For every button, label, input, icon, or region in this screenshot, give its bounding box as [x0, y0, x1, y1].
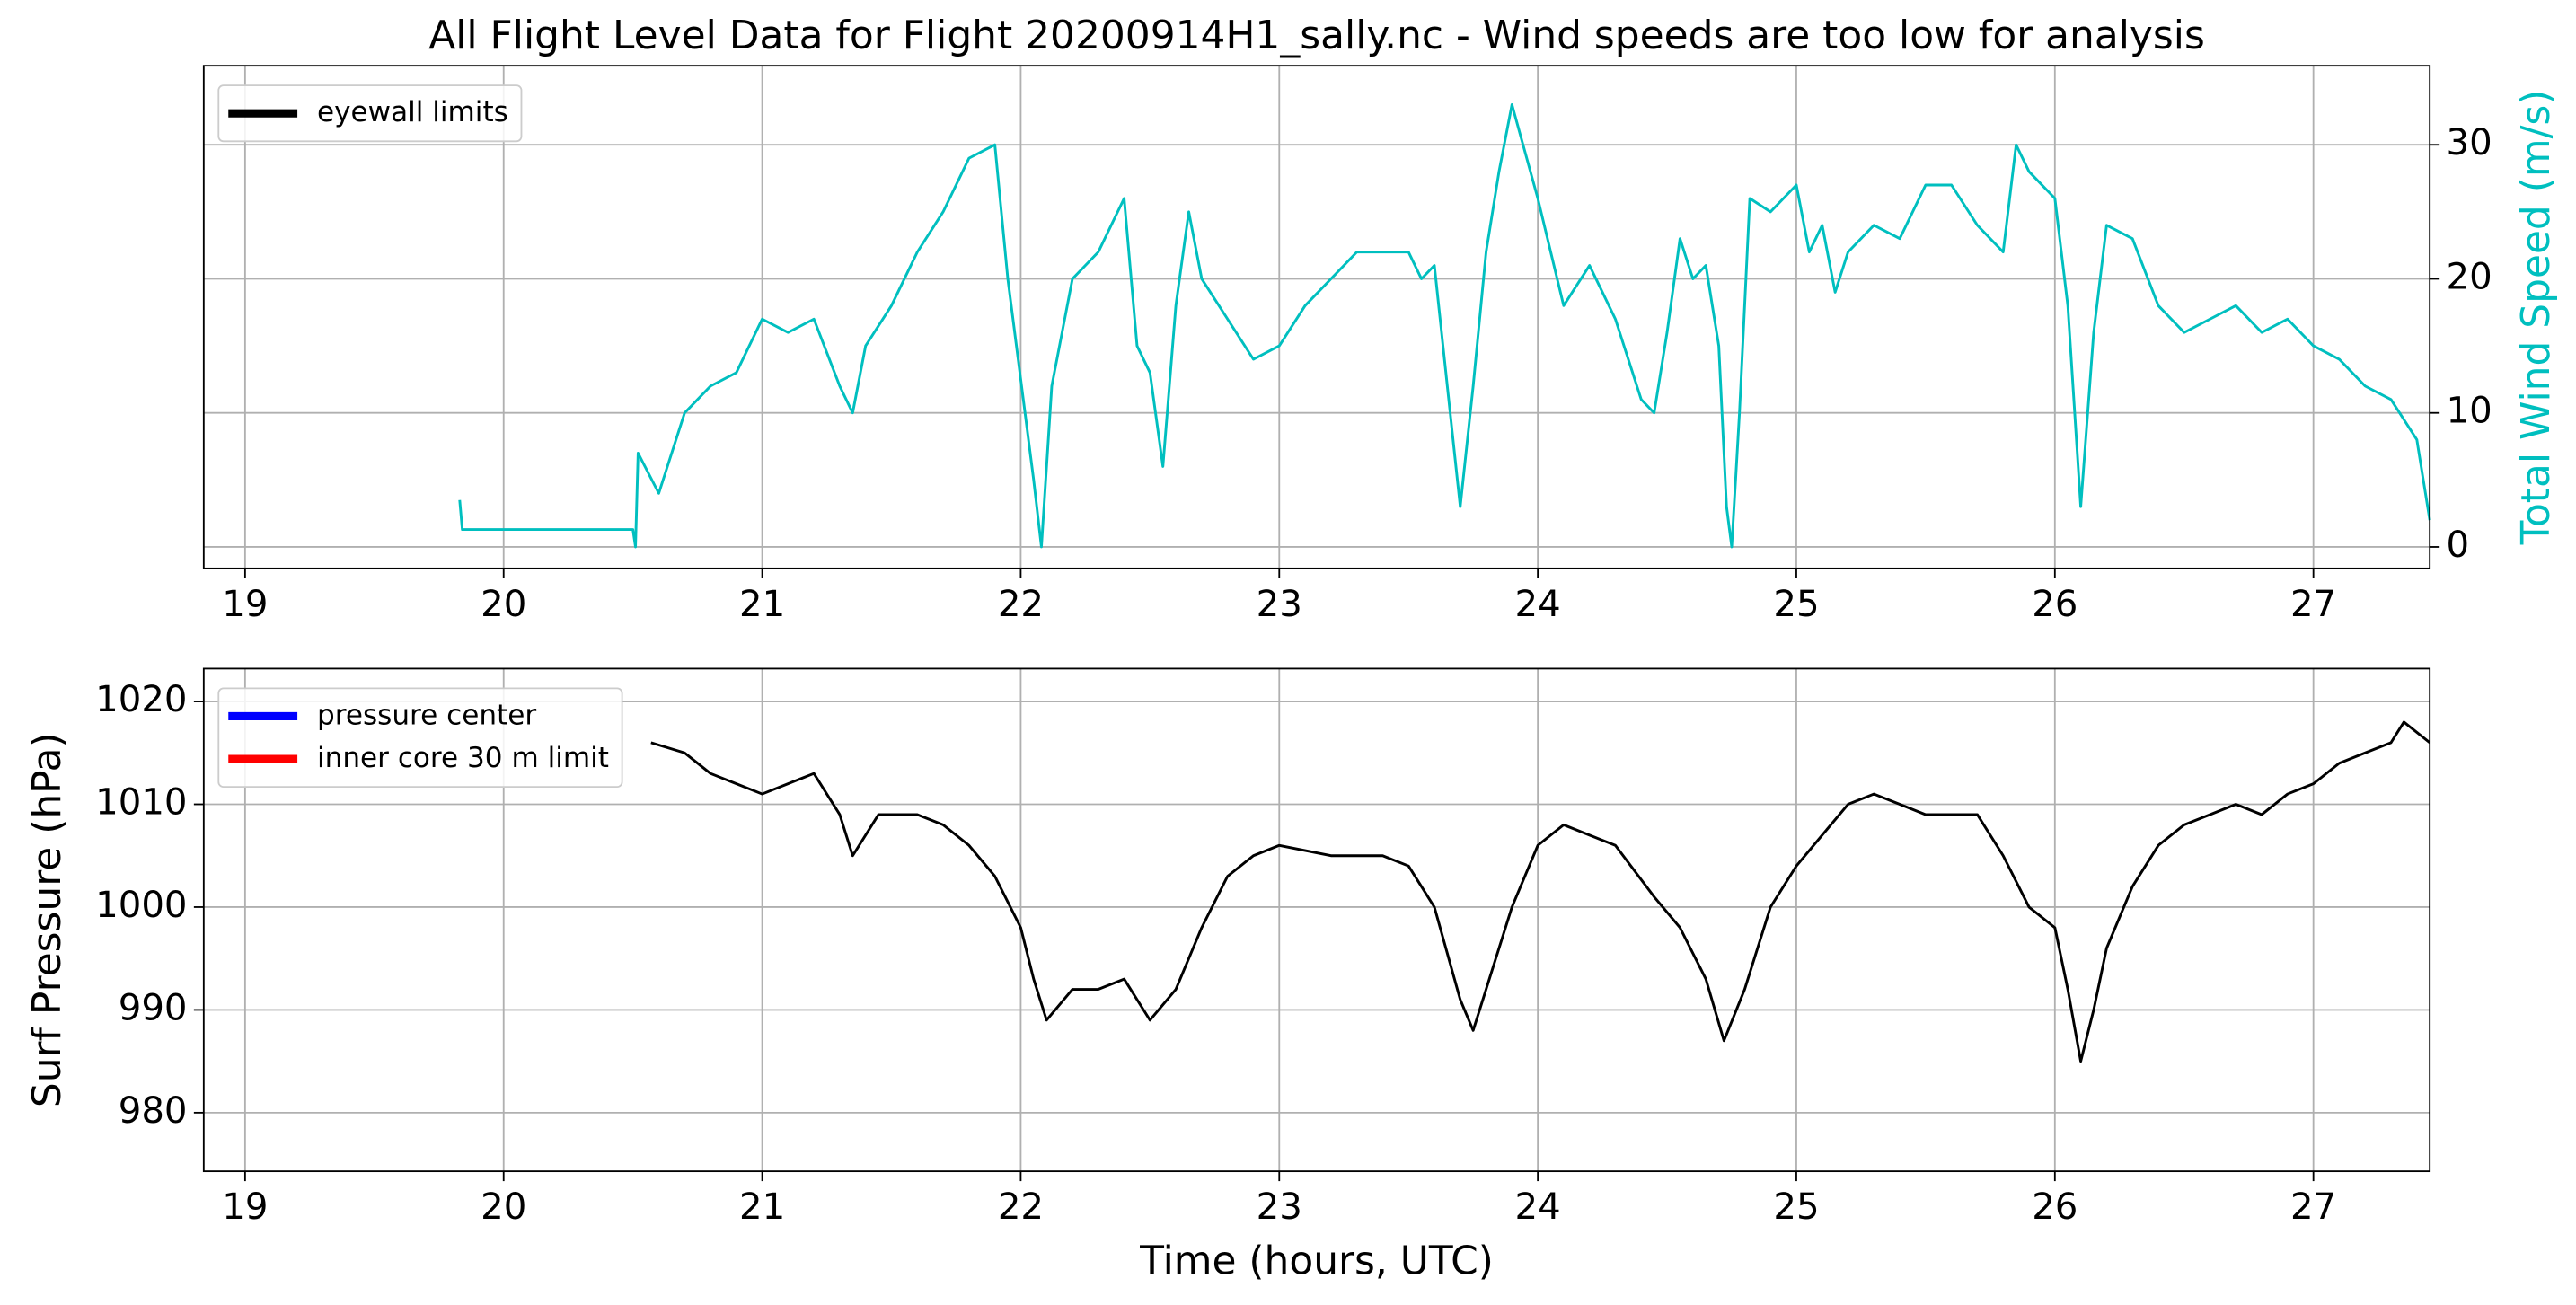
x-tick-label: 23: [1257, 584, 1302, 625]
plot-frame: [202, 65, 2431, 569]
x-axis-label: Time (hours, UTC): [1139, 1239, 1494, 1284]
legend-label: eyewall limits: [317, 96, 508, 128]
x-tick-label: 27: [2290, 1186, 2336, 1228]
y-tick-label: 980: [119, 1090, 188, 1132]
x-tick-label: 25: [1773, 584, 1819, 625]
y-axis-label: Total Wind Speed (m/s): [2513, 90, 2559, 546]
plot-frame: [202, 667, 2431, 1173]
y-tick-label: 990: [119, 987, 188, 1028]
y-tick-label: 10: [2446, 391, 2492, 432]
x-tick-label: 22: [998, 1186, 1044, 1228]
y-tick-label: 20: [2446, 256, 2492, 297]
legend: pressure center inner core 30 m limit: [217, 687, 623, 789]
y-tick-label: 0: [2446, 525, 2469, 566]
legend-label: inner core 30 m limit: [317, 742, 609, 774]
legend-box: [217, 687, 623, 789]
data-line: [650, 720, 2431, 1063]
x-tick-label: 20: [481, 584, 526, 625]
chart-title: All Flight Level Data for Flight 2020091…: [428, 13, 2205, 58]
y-tick-label: 1020: [95, 679, 187, 720]
x-tick-label: 26: [2032, 584, 2078, 625]
x-tick-label: 21: [739, 1186, 785, 1228]
data-line: [458, 102, 2431, 549]
legend-label: pressure center: [317, 699, 536, 731]
y-tick-label: 1010: [95, 782, 187, 824]
x-tick-label: 24: [1515, 1186, 1561, 1228]
x-tick-label: 21: [739, 584, 785, 625]
x-tick-label: 24: [1515, 584, 1561, 625]
legend-box: [217, 84, 523, 143]
legend: eyewall limits: [217, 84, 523, 143]
x-tick-label: 25: [1773, 1186, 1819, 1228]
x-tick-label: 20: [481, 1186, 526, 1228]
x-tick-label: 23: [1257, 1186, 1302, 1228]
x-tick-label: 19: [222, 584, 268, 625]
y-tick-label: 30: [2446, 122, 2492, 163]
x-tick-label: 27: [2290, 584, 2336, 625]
x-tick-label: 26: [2032, 1186, 2078, 1228]
x-tick-label: 19: [222, 1186, 268, 1228]
x-tick-label: 22: [998, 584, 1044, 625]
y-axis-label: Surf Pressure (hPa): [24, 732, 70, 1107]
y-tick-label: 1000: [95, 885, 187, 926]
